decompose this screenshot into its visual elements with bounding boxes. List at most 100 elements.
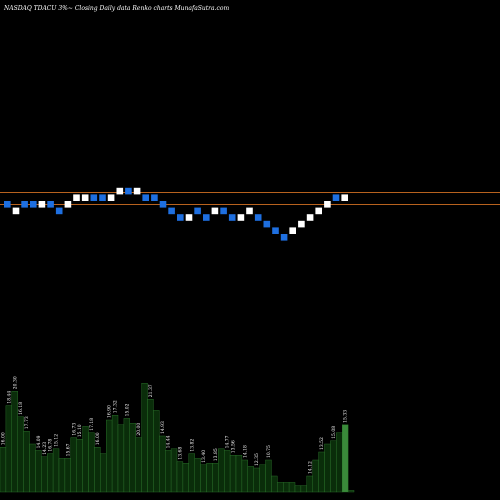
volume-bar: [117, 424, 125, 493]
volume-bar: [23, 431, 30, 493]
renko-brick: [177, 214, 184, 221]
renko-brick: [272, 227, 279, 234]
volume-bar: [283, 482, 290, 493]
renko-brick: [194, 207, 201, 215]
volume-label: 15.08: [331, 426, 337, 439]
volume-bar: [235, 455, 243, 493]
volume-label: 16.90: [107, 405, 113, 418]
volume-bar: [200, 464, 207, 493]
volume-bar: [182, 463, 189, 493]
volume-label: 14.77: [225, 435, 231, 448]
renko-brick: [228, 214, 236, 221]
volume-bar: [70, 437, 77, 493]
volume-bar: [135, 437, 142, 493]
volume-bar: [176, 461, 184, 493]
volume-bar: [330, 440, 337, 493]
volume-bar: [123, 418, 131, 493]
volume-label: 14.23: [42, 442, 48, 455]
volume-bar: [188, 453, 195, 493]
renko-brick: [237, 214, 245, 221]
volume-bar: [47, 453, 54, 493]
volume-label: 15.33: [343, 410, 349, 423]
renko-brick: [133, 187, 141, 195]
volume-bar: [347, 490, 355, 493]
volume-bar: [218, 448, 225, 493]
volume-bar: [277, 482, 284, 493]
volume-label: 13.82: [189, 439, 195, 452]
volume-bar: [82, 426, 89, 493]
volume-bar: [29, 443, 36, 493]
renko-brick: [99, 194, 106, 201]
volume-bar: [94, 447, 101, 493]
renko-brick: [4, 201, 11, 208]
volume-bar: [229, 455, 237, 493]
renko-brick: [280, 234, 288, 241]
renko-brick: [55, 207, 63, 215]
volume-label: 20.30: [12, 376, 18, 389]
renko-brick: [21, 201, 28, 208]
renko-brick: [289, 227, 296, 234]
renko-brick: [142, 194, 149, 201]
volume-bar: [206, 463, 213, 493]
renko-brick: [159, 201, 167, 208]
volume-label: 13.85: [213, 448, 219, 461]
volume-bar: [105, 419, 113, 493]
volume-bar: [170, 448, 178, 493]
volume-label: 20.00: [136, 423, 142, 436]
volume-bar: [17, 416, 24, 493]
renko-brick: [47, 201, 54, 208]
volume-label: 13.56: [231, 440, 237, 453]
volume-bar: [241, 459, 248, 493]
volume-bar: [129, 423, 136, 493]
volume-bar: [159, 435, 166, 493]
renko-brick: [298, 220, 305, 228]
volume-bar: [336, 432, 343, 493]
volume-label: 12.35: [254, 453, 260, 466]
volume-bar: [11, 391, 18, 493]
volume-bar: [88, 432, 95, 493]
volume-bar: [0, 447, 7, 493]
volume-bar: [288, 482, 296, 493]
renko-bricks: [4, 187, 348, 241]
volume-label: 17.18: [89, 418, 95, 431]
volume-label: 13.68: [177, 447, 183, 460]
volume-bar: [164, 450, 172, 493]
volume-bar: [300, 485, 307, 493]
volume-label: 21.37: [148, 384, 154, 397]
renko-brick: [151, 194, 158, 201]
volume-label: 16.18: [18, 402, 24, 415]
volume-bar: [35, 450, 42, 493]
renko-brick: [73, 194, 80, 201]
renko-brick: [324, 201, 331, 208]
volume-label: 16.78: [48, 439, 54, 452]
renko-brick: [12, 207, 20, 215]
reference-lines: [0, 192, 500, 205]
volume-bar: [324, 443, 331, 493]
volume-label: 14.09: [36, 435, 42, 448]
volume-label: 15.67: [65, 443, 71, 456]
volume-bar: [153, 410, 160, 493]
volume-label: 15.12: [54, 434, 60, 447]
volume-bar: [5, 405, 13, 493]
volume-bar: [52, 448, 60, 493]
renko-brick: [315, 207, 322, 215]
renko-brick: [341, 194, 348, 201]
volume-bar: [141, 383, 148, 493]
volume-label: 14.12: [307, 461, 313, 474]
renko-brick: [254, 214, 262, 221]
renko-brick: [81, 194, 89, 201]
volume-bar: [100, 453, 107, 493]
volume-bar: [223, 450, 231, 493]
volume-bar: [147, 399, 154, 493]
volume-label: 13.40: [201, 450, 207, 463]
volume-label: 16.00: [1, 432, 7, 445]
volume-bar: [194, 458, 201, 493]
volume-bar: [212, 463, 219, 493]
volume-bar: [247, 466, 254, 493]
renko-brick: [38, 201, 46, 208]
volume-label: 16.00: [95, 432, 101, 445]
renko-brick: [107, 194, 115, 201]
volume-bar: [253, 467, 260, 493]
